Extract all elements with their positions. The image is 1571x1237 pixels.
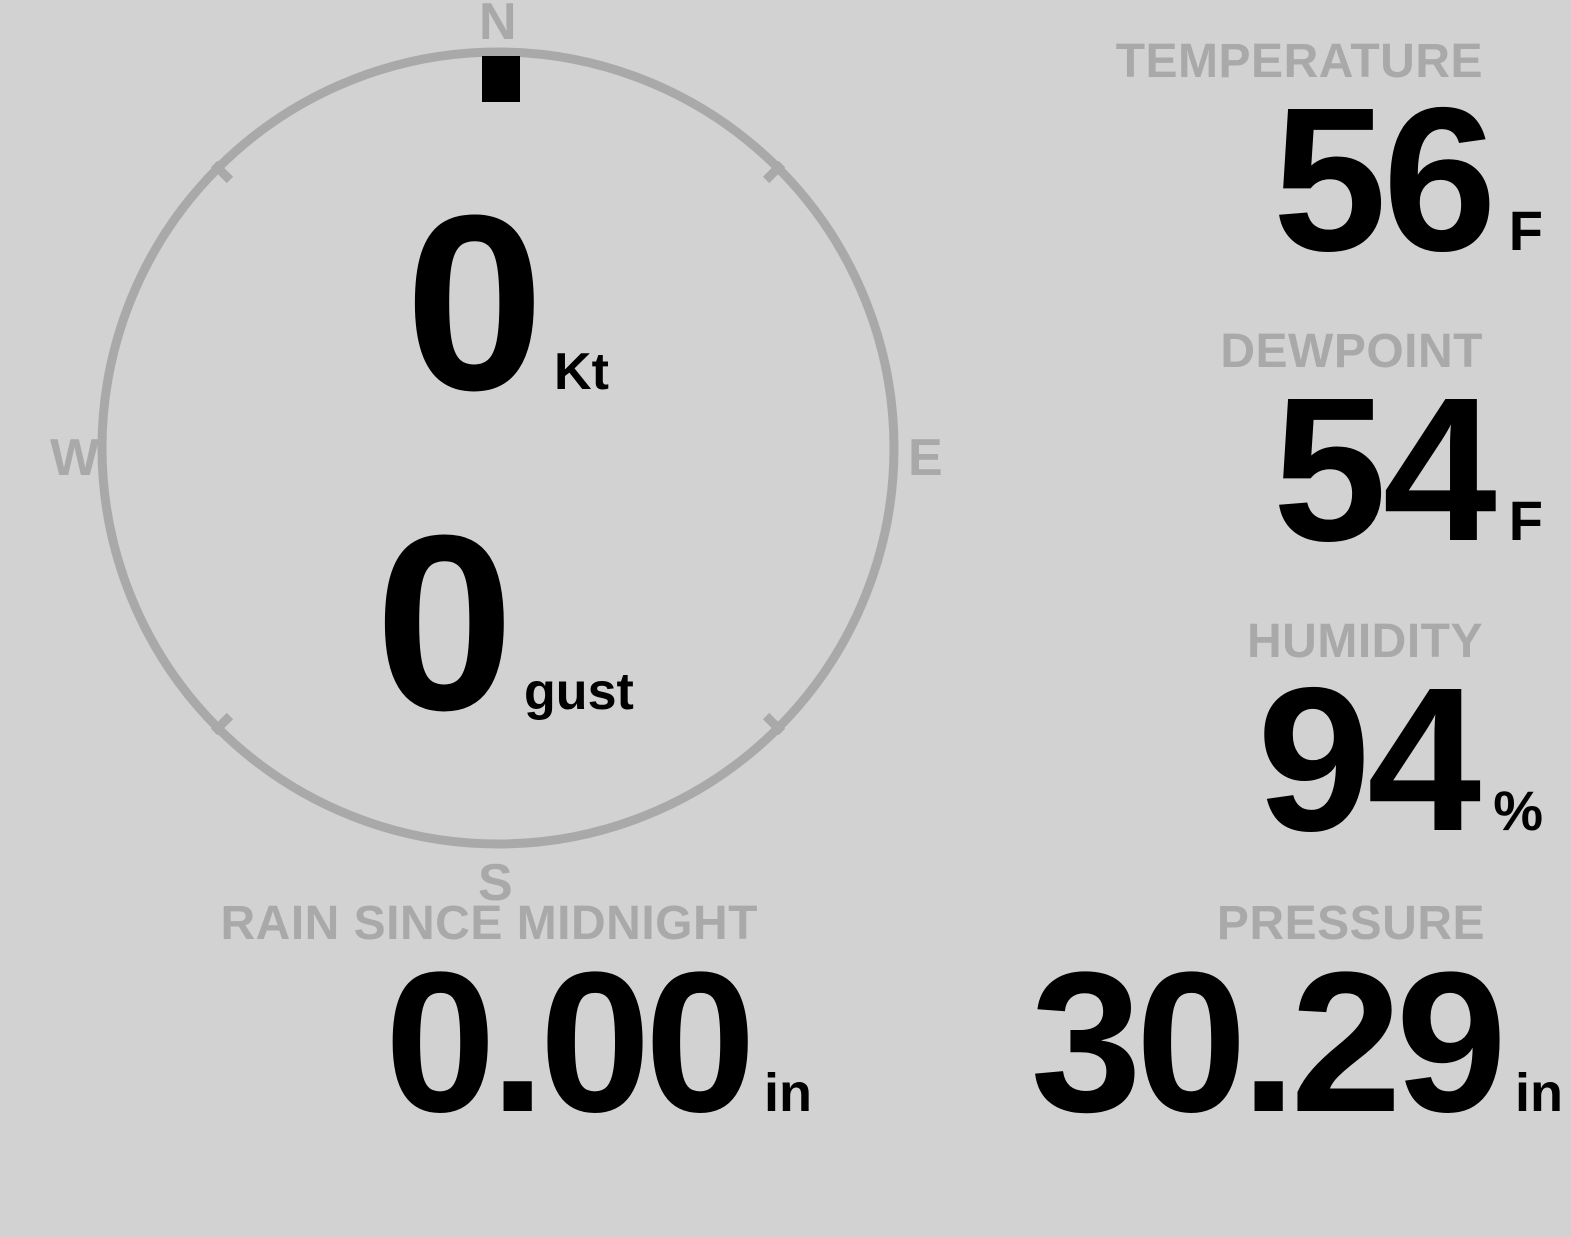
wind-speed-readout: 0 Kt [405, 163, 609, 442]
compass-tick-sw [210, 712, 234, 736]
metric-dewpoint-label: DEWPOINT [1220, 325, 1483, 378]
metric-humidity-value-row: 94 % [1011, 645, 1571, 874]
metric-rain-value: 0.00 [384, 931, 756, 1154]
compass-dial [97, 47, 899, 849]
metric-temperature-value-row: 56 F [1011, 65, 1571, 294]
metric-rain-value-row: 0.00 in [0, 931, 820, 1154]
metric-dewpoint: DEWPOINT 54 F [1011, 325, 1571, 584]
metric-humidity-unit: % [1493, 779, 1543, 842]
wind-direction-pointer-icon [482, 56, 520, 102]
metric-pressure-label: PRESSURE [1216, 897, 1485, 950]
metric-temperature-label: TEMPERATURE [1115, 35, 1483, 88]
metric-pressure-value-row: 30.29 in [810, 931, 1571, 1154]
compass-label-north: N [479, 0, 517, 51]
wind-gust-value: 0 [375, 483, 514, 762]
compass-label-west: W [50, 429, 100, 487]
metric-rain-unit: in [764, 1063, 812, 1123]
metric-dewpoint-unit: F [1508, 489, 1543, 552]
metric-temperature-unit: F [1508, 199, 1543, 262]
wind-speed-unit: Kt [554, 343, 609, 401]
metric-pressure-unit: in [1515, 1063, 1563, 1123]
right-metric-stack: TEMPERATURE 56 F DEWPOINT 54 F HUMIDITY … [1011, 0, 1571, 900]
compass-label-south: S [478, 854, 513, 912]
metric-pressure-value: 30.29 [1030, 931, 1507, 1154]
compass-tick-ne [762, 160, 786, 184]
metric-dewpoint-value-row: 54 F [1011, 355, 1571, 584]
compass-ring [97, 47, 899, 849]
wind-speed-value: 0 [405, 163, 544, 442]
metric-dewpoint-value: 54 [1272, 355, 1497, 584]
bottom-metric-row: RAIN SINCE MIDNIGHT 0.00 in PRESSURE 30.… [0, 900, 1571, 1237]
metric-humidity-label: HUMIDITY [1247, 615, 1483, 668]
metric-temperature-value: 56 [1272, 65, 1497, 294]
wind-panel: N E S W 0 Kt 0 gust [0, 0, 1000, 920]
metric-rain-label: RAIN SINCE MIDNIGHT [220, 897, 758, 950]
metric-pressure: PRESSURE 30.29 in [810, 897, 1571, 1154]
compass-label-east: E [908, 429, 943, 487]
metric-humidity: HUMIDITY 94 % [1011, 615, 1571, 874]
metric-humidity-value: 94 [1257, 645, 1481, 874]
wind-gust-readout: 0 gust [375, 483, 634, 762]
compass-tick-se [762, 712, 786, 736]
wind-gust-unit: gust [524, 663, 634, 721]
metric-rain: RAIN SINCE MIDNIGHT 0.00 in [0, 897, 820, 1154]
metric-temperature: TEMPERATURE 56 F [1011, 35, 1571, 294]
compass-tick-nw [210, 160, 234, 184]
